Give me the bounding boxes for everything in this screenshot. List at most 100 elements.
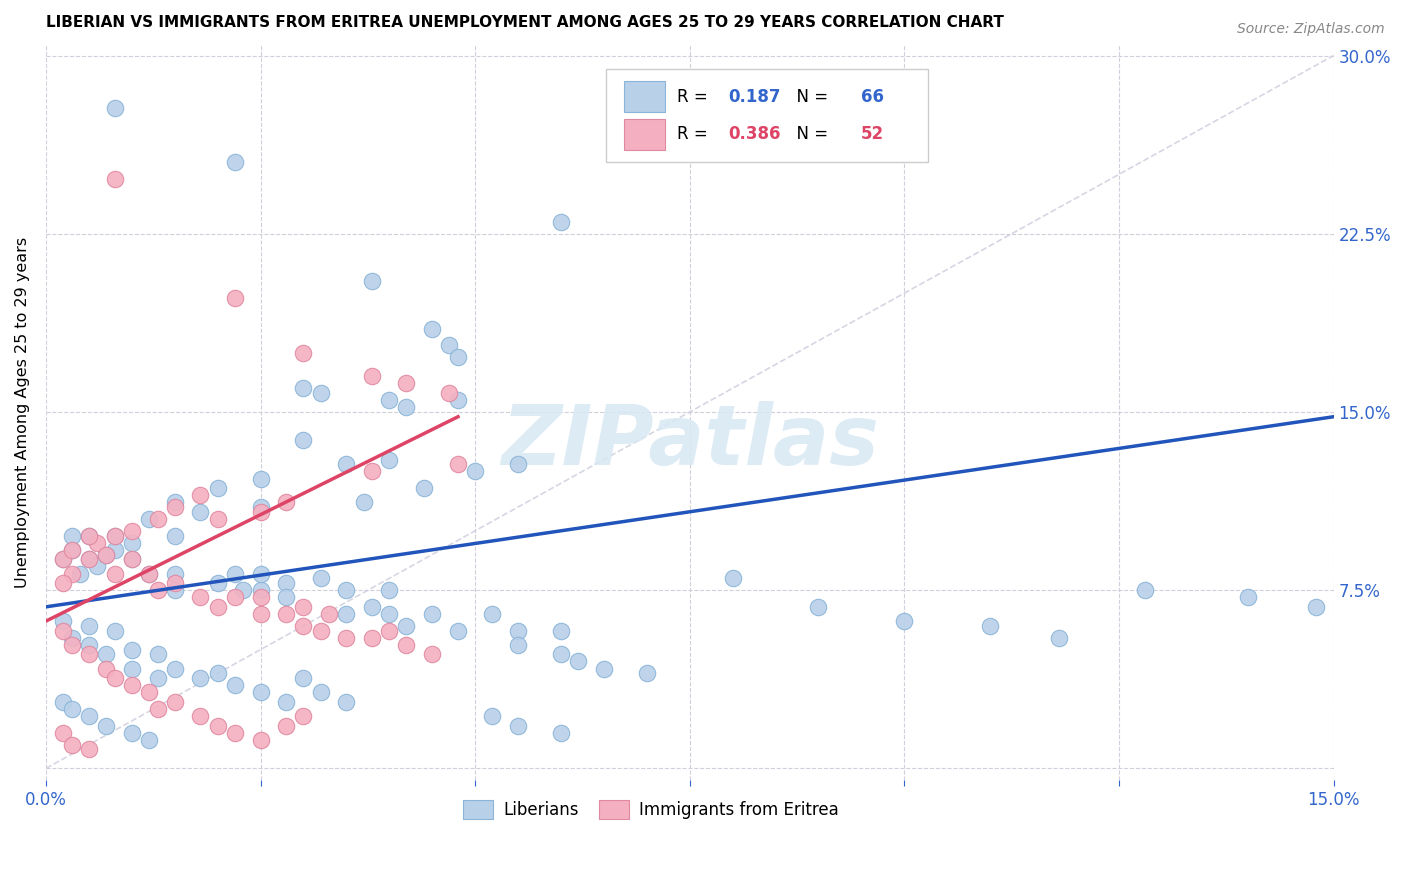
Point bbox=[378, 583, 401, 598]
Point bbox=[52, 576, 75, 591]
Point bbox=[69, 566, 91, 581]
Point bbox=[138, 566, 160, 581]
Point bbox=[636, 666, 658, 681]
Point bbox=[94, 719, 117, 733]
FancyBboxPatch shape bbox=[624, 119, 665, 150]
Point bbox=[1236, 591, 1258, 605]
Point bbox=[207, 666, 229, 681]
Point bbox=[163, 528, 186, 542]
Point bbox=[249, 732, 271, 747]
Point bbox=[447, 457, 470, 471]
Point bbox=[378, 607, 401, 621]
Point bbox=[309, 685, 332, 699]
Point bbox=[807, 599, 830, 614]
Point bbox=[292, 345, 315, 359]
Point bbox=[77, 552, 100, 566]
Point bbox=[550, 624, 572, 638]
Point bbox=[893, 614, 915, 628]
Point bbox=[86, 559, 108, 574]
Point bbox=[224, 291, 246, 305]
Point bbox=[335, 631, 357, 645]
Point bbox=[104, 566, 127, 581]
Point bbox=[224, 725, 246, 739]
Point bbox=[86, 535, 108, 549]
Point bbox=[190, 488, 212, 502]
Point bbox=[121, 662, 143, 676]
Point bbox=[506, 638, 529, 652]
Point bbox=[292, 434, 315, 448]
Point bbox=[77, 638, 100, 652]
Point bbox=[163, 495, 186, 509]
Point bbox=[276, 719, 298, 733]
Point bbox=[276, 695, 298, 709]
Point bbox=[395, 638, 418, 652]
Point bbox=[224, 155, 246, 169]
Point bbox=[77, 742, 100, 756]
Point bbox=[60, 631, 83, 645]
Point bbox=[395, 401, 418, 415]
Point bbox=[292, 599, 315, 614]
Point bbox=[335, 695, 357, 709]
Point bbox=[121, 678, 143, 692]
Point bbox=[309, 624, 332, 638]
Point bbox=[77, 709, 100, 723]
Point bbox=[439, 386, 461, 401]
Point bbox=[395, 376, 418, 391]
Point bbox=[94, 548, 117, 562]
Point bbox=[550, 215, 572, 229]
Point bbox=[207, 599, 229, 614]
Point bbox=[146, 583, 169, 598]
Point bbox=[979, 619, 1001, 633]
Point bbox=[292, 619, 315, 633]
Point bbox=[420, 322, 443, 336]
Point bbox=[447, 351, 470, 365]
Point bbox=[190, 671, 212, 685]
Point bbox=[138, 732, 160, 747]
Point bbox=[77, 528, 100, 542]
Point bbox=[104, 624, 127, 638]
Text: 0.187: 0.187 bbox=[728, 87, 780, 106]
Point bbox=[146, 702, 169, 716]
Point bbox=[207, 512, 229, 526]
Point bbox=[163, 576, 186, 591]
Point bbox=[361, 369, 384, 384]
Point bbox=[77, 648, 100, 662]
Point bbox=[1047, 631, 1070, 645]
Point bbox=[60, 528, 83, 542]
Text: R =: R = bbox=[676, 87, 713, 106]
Point bbox=[276, 576, 298, 591]
Y-axis label: Unemployment Among Ages 25 to 29 years: Unemployment Among Ages 25 to 29 years bbox=[15, 236, 30, 588]
Point bbox=[232, 583, 254, 598]
Point bbox=[506, 624, 529, 638]
Text: N =: N = bbox=[786, 87, 834, 106]
Legend: Liberians, Immigrants from Eritrea: Liberians, Immigrants from Eritrea bbox=[456, 791, 846, 827]
Point bbox=[378, 452, 401, 467]
Point bbox=[104, 528, 127, 542]
Point bbox=[77, 528, 100, 542]
Point bbox=[249, 471, 271, 485]
Point bbox=[249, 591, 271, 605]
Point bbox=[60, 542, 83, 557]
Point bbox=[146, 512, 169, 526]
Point bbox=[77, 619, 100, 633]
Point bbox=[447, 393, 470, 408]
Point bbox=[506, 719, 529, 733]
Point bbox=[361, 274, 384, 288]
Point bbox=[335, 607, 357, 621]
Point bbox=[567, 655, 589, 669]
Point bbox=[309, 386, 332, 401]
Point bbox=[378, 393, 401, 408]
FancyBboxPatch shape bbox=[624, 81, 665, 112]
Point bbox=[207, 719, 229, 733]
Point bbox=[420, 607, 443, 621]
Text: LIBERIAN VS IMMIGRANTS FROM ERITREA UNEMPLOYMENT AMONG AGES 25 TO 29 YEARS CORRE: LIBERIAN VS IMMIGRANTS FROM ERITREA UNEM… bbox=[46, 15, 1004, 30]
Point bbox=[318, 607, 340, 621]
Point bbox=[335, 457, 357, 471]
Text: ZIPatlas: ZIPatlas bbox=[501, 401, 879, 482]
Point bbox=[190, 709, 212, 723]
Point bbox=[506, 457, 529, 471]
Point bbox=[60, 638, 83, 652]
Point bbox=[121, 642, 143, 657]
Point bbox=[249, 607, 271, 621]
Point bbox=[52, 725, 75, 739]
